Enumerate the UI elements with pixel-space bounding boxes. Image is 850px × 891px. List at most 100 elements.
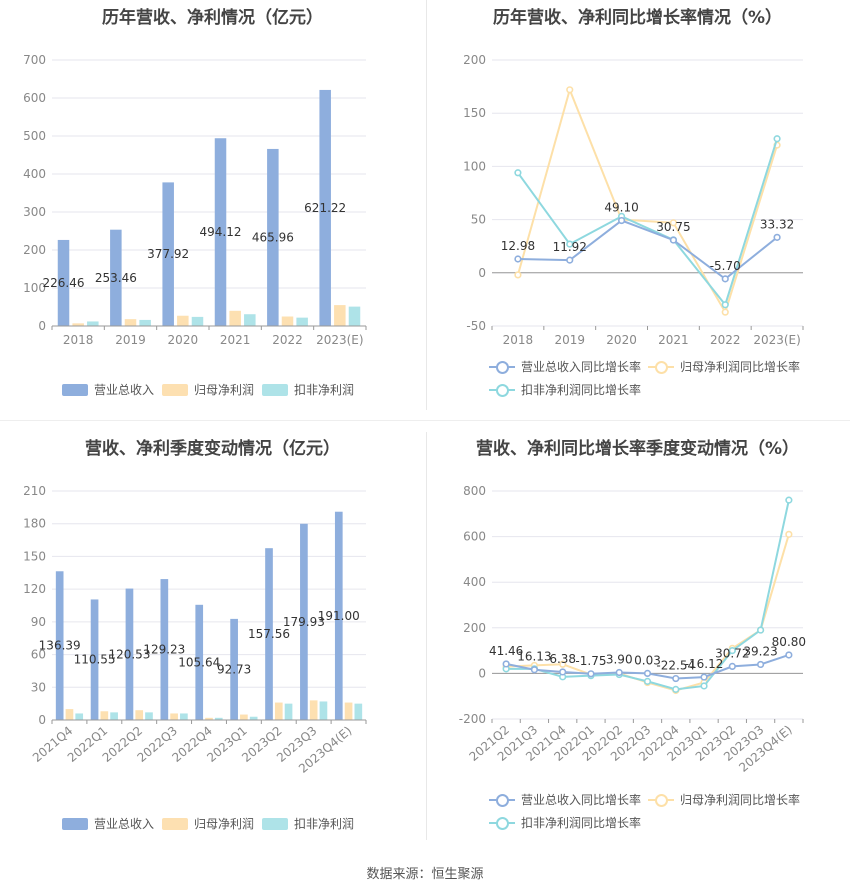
bar-2022Q4: [195, 604, 204, 720]
bar-2021Q4: [75, 713, 84, 720]
data-point: [700, 682, 708, 690]
x-tick-label: 2021: [658, 333, 689, 347]
legend-label: 归母净利润: [194, 383, 255, 397]
legend-item-net-profit[interactable]: 归母净利润: [162, 815, 254, 832]
bar-2022Q1: [100, 711, 109, 720]
bar-2021: [244, 314, 256, 326]
bar-2021: [229, 310, 241, 326]
series-line: [517, 219, 778, 281]
y-tick-label: 200: [463, 53, 486, 67]
y-tick-label: 500: [23, 129, 46, 143]
data-label: 80.80: [772, 635, 806, 649]
legend-item-revenue[interactable]: 营业总收入: [62, 381, 154, 398]
bar-2023Q3: [319, 701, 328, 720]
data-label: -5.70: [710, 259, 741, 273]
legend-item-deducted-profit-growth[interactable]: 扣非净利润同比增长率: [489, 814, 641, 831]
bar-2022Q4: [205, 717, 213, 720]
data-point: [615, 668, 623, 677]
legend-label: 扣非净利润: [294, 383, 355, 397]
y-tick-label: 0: [478, 666, 486, 680]
data-label: 3.90: [606, 653, 633, 667]
bar-2022: [281, 316, 294, 326]
data-point: [785, 530, 793, 538]
bar-2019: [124, 319, 137, 326]
data-label: -1.75: [575, 654, 606, 668]
data-label: 30.72: [715, 646, 749, 660]
legend-swatch: [489, 816, 515, 830]
bar-2022: [267, 148, 279, 326]
x-tick-label: 2019: [554, 333, 585, 347]
y-tick-label: 30: [31, 680, 46, 694]
data-label: 105.64: [178, 655, 220, 669]
bar-2019: [110, 229, 122, 326]
quarterly-growth-panel: 营收、净利同比增长率季度变动情况（%） -200 0 200 400 600 800 41.…: [425, 425, 850, 850]
legend-item-net-profit-growth[interactable]: 归母净利润同比增长率: [648, 791, 800, 808]
data-point: [728, 662, 736, 670]
bar-2023Q4(E): [354, 703, 363, 720]
data-label: 92.73: [217, 662, 251, 676]
chart-title: 营收、净利季度变动情况（亿元）: [85, 439, 340, 459]
x-tick-label: 2023(E): [753, 333, 800, 347]
bar-2020: [191, 316, 204, 326]
legend-item-revenue-growth[interactable]: 营业总收入同比增长率: [489, 358, 641, 375]
legend-label: 归母净利润同比增长率: [680, 793, 801, 807]
legend-item-revenue[interactable]: 营业总收入: [62, 815, 154, 832]
data-point: [514, 271, 522, 279]
data-point: [672, 685, 680, 693]
bar-2023Q2: [265, 548, 273, 720]
chart-title: 历年营收、净利情况（亿元）: [102, 8, 323, 28]
legend-item-deducted-profit[interactable]: 扣非净利润: [262, 815, 354, 832]
data-point: [700, 673, 708, 681]
chart-title: 历年营收、净利同比增长率情况（%）: [492, 8, 783, 28]
legend-label: 营业总收入: [94, 383, 155, 397]
data-label: 39.23: [743, 644, 777, 658]
x-tick-label: 2019: [115, 333, 146, 347]
legend-label: 扣非净利润: [294, 817, 355, 831]
data-label: 377.92: [147, 247, 189, 261]
legend-item-net-profit[interactable]: 归母净利润: [162, 381, 254, 398]
legend-label: 归母净利润: [194, 817, 255, 831]
bar-2022Q2: [135, 710, 144, 720]
y-tick-label: 210: [23, 484, 46, 498]
vertical-divider: [426, 432, 427, 840]
data-point: [773, 233, 781, 241]
y-tick-label: 200: [23, 243, 46, 257]
data-point: [721, 308, 729, 316]
data-point: [721, 275, 729, 283]
y-tick-label: 800: [463, 484, 486, 498]
bar-2023(E): [334, 305, 346, 326]
legend: 营业总收入 归母净利润 扣非净利润: [0, 815, 425, 835]
data-point: [514, 255, 522, 263]
bar-2022Q2: [145, 712, 153, 720]
bar-2021Q4: [55, 571, 64, 720]
legend-item-net-profit-growth[interactable]: 归母净利润同比增长率: [648, 358, 800, 375]
chart-title: 营收、净利同比增长率季度变动情况（%）: [475, 439, 800, 459]
data-label: 0.03: [634, 653, 661, 667]
legend-label: 营业总收入同比增长率: [521, 360, 642, 374]
y-tick-label: 150: [463, 106, 486, 120]
data-point: [559, 668, 567, 676]
x-tick-label: 2022: [272, 333, 303, 347]
y-tick-label: 400: [23, 167, 46, 181]
series-line: [517, 138, 779, 307]
y-tick-label: 600: [23, 91, 46, 105]
bar-2023Q4(E): [334, 511, 343, 720]
bar-2023Q4(E): [344, 702, 353, 720]
legend-item-revenue-growth[interactable]: 营业总收入同比增长率: [489, 791, 641, 808]
data-point: [566, 240, 574, 248]
data-label: 16.13: [517, 650, 551, 664]
legend: 营业总收入同比增长率 归母净利润同比增长率 扣非净利润同比增长率: [425, 358, 850, 402]
data-label: 49.10: [604, 201, 638, 215]
y-tick-label: -50: [466, 319, 486, 333]
data-point: [672, 674, 680, 683]
data-label: 465.96: [252, 230, 294, 244]
data-label: 157.56: [248, 627, 290, 641]
vertical-divider: [426, 0, 427, 410]
legend-item-deducted-profit[interactable]: 扣非净利润: [262, 381, 354, 398]
legend: 营业总收入同比增长率 归母净利润同比增长率 扣非净利润同比增长率: [425, 791, 850, 835]
data-label: 120.53: [108, 647, 150, 661]
data-label: -16.12: [685, 657, 724, 671]
data-point: [728, 647, 736, 655]
legend-item-deducted-profit-growth[interactable]: 扣非净利润同比增长率: [489, 381, 641, 398]
y-tick-label: 700: [23, 53, 46, 67]
